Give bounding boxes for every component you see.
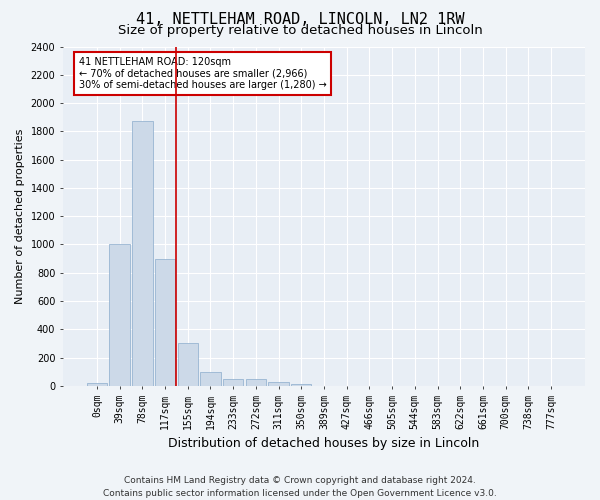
X-axis label: Distribution of detached houses by size in Lincoln: Distribution of detached houses by size … <box>169 437 479 450</box>
Text: 41, NETTLEHAM ROAD, LINCOLN, LN2 1RW: 41, NETTLEHAM ROAD, LINCOLN, LN2 1RW <box>136 12 464 28</box>
Bar <box>155 258 175 386</box>
Bar <box>245 379 266 386</box>
Bar <box>178 342 198 386</box>
Bar <box>268 382 289 386</box>
Bar <box>291 384 311 386</box>
Text: 41 NETTLEHAM ROAD: 120sqm
← 70% of detached houses are smaller (2,966)
30% of se: 41 NETTLEHAM ROAD: 120sqm ← 70% of detac… <box>79 56 326 90</box>
Text: Size of property relative to detached houses in Lincoln: Size of property relative to detached ho… <box>118 24 482 37</box>
Bar <box>223 379 244 386</box>
Text: Contains HM Land Registry data © Crown copyright and database right 2024.
Contai: Contains HM Land Registry data © Crown c… <box>103 476 497 498</box>
Bar <box>86 383 107 386</box>
Bar <box>132 122 152 386</box>
Bar <box>200 372 221 386</box>
Y-axis label: Number of detached properties: Number of detached properties <box>15 128 25 304</box>
Bar <box>109 244 130 386</box>
